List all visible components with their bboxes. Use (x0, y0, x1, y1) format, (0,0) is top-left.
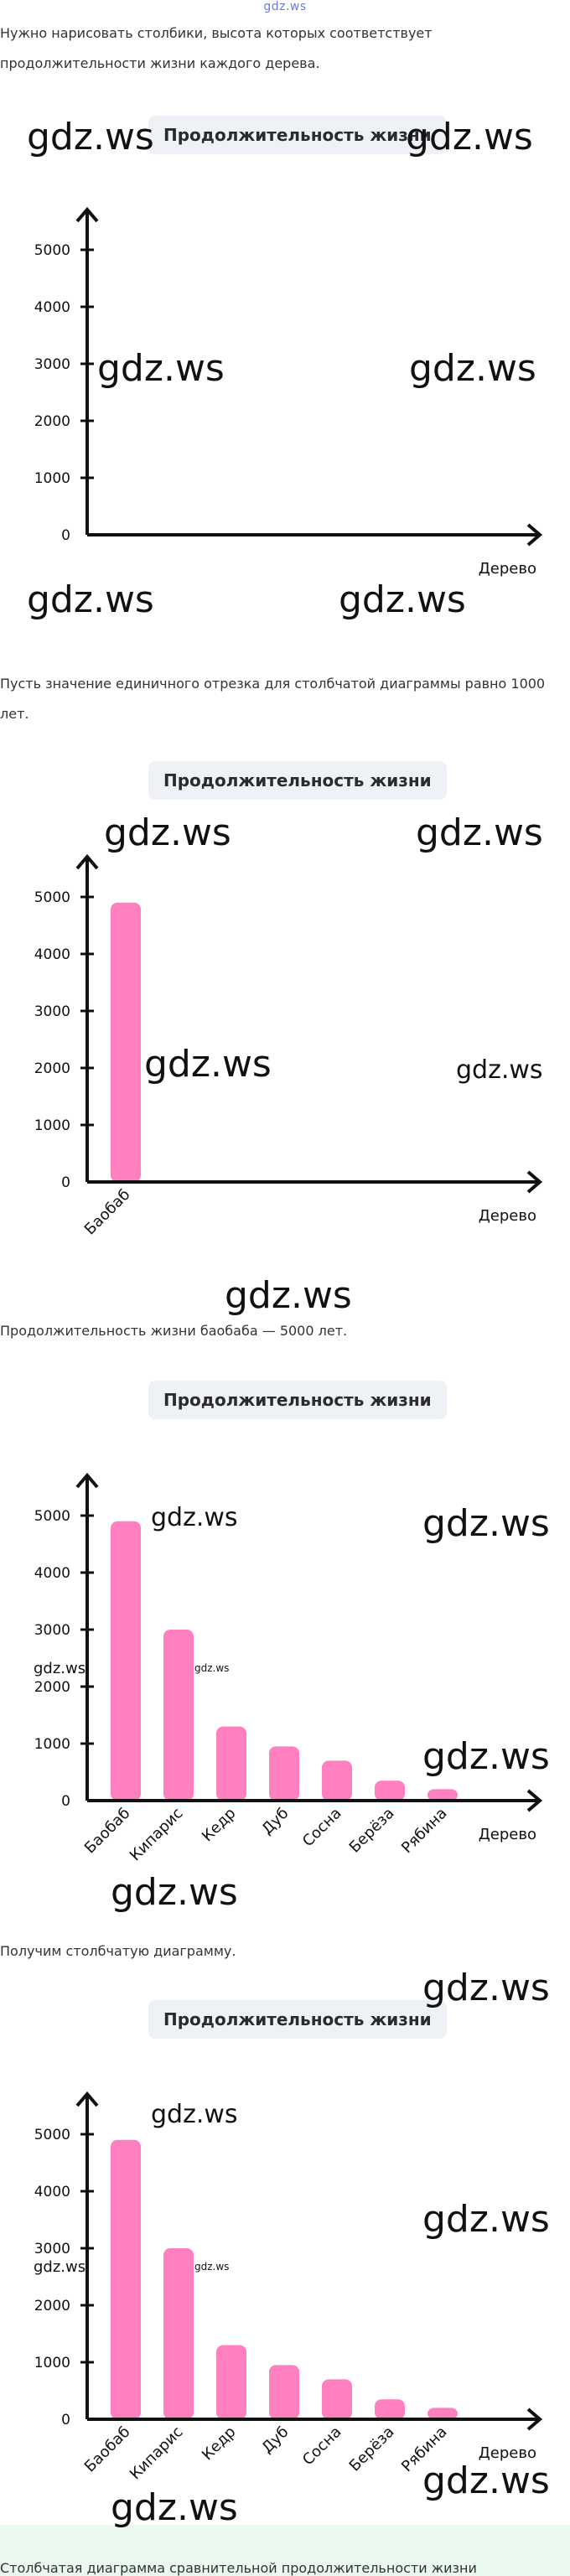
watermark: gdz.ws (104, 811, 231, 854)
y-tick-label: 4000 (34, 2184, 70, 2200)
y-tick-label: 5000 (34, 889, 70, 906)
x-axis-arrow (526, 1789, 543, 1812)
bar-6 (375, 2399, 405, 2419)
bar-5 (322, 1760, 352, 1801)
category-label: Баобаб (81, 2423, 134, 2476)
watermark: gdz.ws (416, 811, 543, 854)
category-label: Берёза (346, 2423, 398, 2475)
y-tick-label: 1000 (34, 2355, 70, 2371)
y-tick-label: 0 (61, 1793, 70, 1810)
y-tick-label: 3000 (34, 2241, 70, 2257)
watermark: gdz.ws (422, 1967, 550, 2009)
y-tick-label: 2000 (34, 1679, 70, 1696)
watermark: gdz.ws (34, 2258, 86, 2276)
watermark: gdz.ws (144, 1043, 272, 1086)
chart-4-title: Продолжительность жизни (148, 2000, 447, 2039)
category-label: Кипарис (127, 2423, 187, 2484)
watermark: gdz.ws (422, 1735, 550, 1778)
chart-3-title: Продолжительность жизни (148, 1381, 447, 1419)
watermark: gdz.ws (194, 2261, 230, 2273)
bar-7 (428, 2408, 458, 2419)
watermark: gdz.ws (97, 347, 225, 390)
chart-1-title: Продолжительность жизни (148, 116, 447, 154)
watermark: gdz.ws (409, 347, 536, 390)
y-axis-arrow (75, 1472, 99, 1489)
watermark: gdz.ws (422, 1502, 550, 1545)
paragraph-conclusion: Столбчатая диаграмма сравнительной продо… (0, 2560, 477, 2576)
watermark: gdz.ws (194, 1662, 230, 1674)
watermark: gdz.ws (422, 2198, 550, 2241)
y-tick-label: 5000 (34, 1508, 70, 1525)
bar-3 (216, 2345, 246, 2419)
y-tick-label: 0 (61, 1174, 70, 1191)
watermark: gdz.ws (422, 2459, 550, 2502)
category-label: Кедр (199, 2423, 240, 2465)
watermark: gdz.ws (406, 116, 533, 158)
conclusion-band (0, 2525, 570, 2576)
category-label: Дуб (258, 2423, 292, 2457)
bar-2 (163, 2248, 194, 2419)
watermark: gdz.ws (34, 1660, 86, 1677)
y-tick-label: 3000 (34, 1622, 70, 1639)
y-tick-label: 0 (61, 2412, 70, 2428)
y-tick-label: 1000 (34, 1117, 70, 1134)
watermark: gdz.ws (27, 116, 154, 158)
paragraph-result: Получим столбчатую диаграмму. (0, 1943, 236, 1959)
x-axis-arrow (526, 1170, 543, 1194)
x-axis-label: Дерево (479, 1826, 536, 1843)
y-tick-label: 2000 (34, 413, 70, 430)
x-axis-label: Дерево (479, 560, 536, 578)
y-tick-label: 2000 (34, 1060, 70, 1077)
bar-7 (428, 1789, 458, 1801)
y-tick-label: 4000 (34, 946, 70, 963)
y-tick-label: 3000 (34, 1003, 70, 1020)
bar-1 (111, 1521, 141, 1801)
watermark: gdz.ws (111, 1871, 238, 1914)
bar-1 (111, 2139, 141, 2419)
watermark: gdz.ws (456, 1055, 543, 1085)
watermark: gdz.ws (111, 2486, 238, 2529)
y-axis-arrow (75, 853, 99, 870)
watermark: gdz.ws (151, 2100, 238, 2129)
watermark: gdz.ws (225, 1274, 352, 1317)
y-tick-label: 2000 (34, 2298, 70, 2314)
y-tick-label: 1000 (34, 1736, 70, 1753)
category-label: Сосна (299, 2423, 345, 2470)
bar-5 (322, 2379, 352, 2419)
y-tick-label: 5000 (34, 242, 70, 259)
bar-3 (216, 1726, 246, 1801)
bar-2 (163, 1630, 194, 1801)
y-tick-label: 3000 (34, 356, 70, 373)
y-tick-label: 5000 (34, 2127, 70, 2143)
bar-4 (269, 1746, 299, 1801)
watermark: gdz.ws (339, 578, 466, 621)
bar-1 (111, 902, 141, 1182)
watermark: gdz.ws (151, 1503, 238, 1532)
y-axis-arrow (75, 2091, 99, 2107)
chart-2-title: Продолжительность жизни (148, 761, 447, 800)
x-axis-label: Дерево (479, 2444, 536, 2462)
y-tick-label: 4000 (34, 1565, 70, 1582)
watermark: gdz.ws (27, 578, 154, 621)
y-axis-arrow (75, 206, 99, 223)
y-tick-label: 1000 (34, 470, 70, 487)
y-tick-label: 4000 (34, 299, 70, 316)
y-tick-label: 0 (61, 527, 70, 544)
bar-4 (269, 2365, 299, 2419)
bar-6 (375, 1780, 405, 1801)
x-axis-arrow (526, 2408, 543, 2431)
paragraph-unit: Пусть значение единичного отрезка для ст… (0, 676, 546, 722)
paragraph-baobab: Продолжительность жизни баобаба — 5000 л… (0, 1323, 348, 1339)
site-mark: gdz.ws (263, 0, 307, 13)
x-axis-arrow (526, 523, 543, 547)
paragraph-intro: Нужно нарисовать столбики, высота которы… (0, 25, 433, 71)
x-axis-label: Дерево (479, 1207, 536, 1225)
